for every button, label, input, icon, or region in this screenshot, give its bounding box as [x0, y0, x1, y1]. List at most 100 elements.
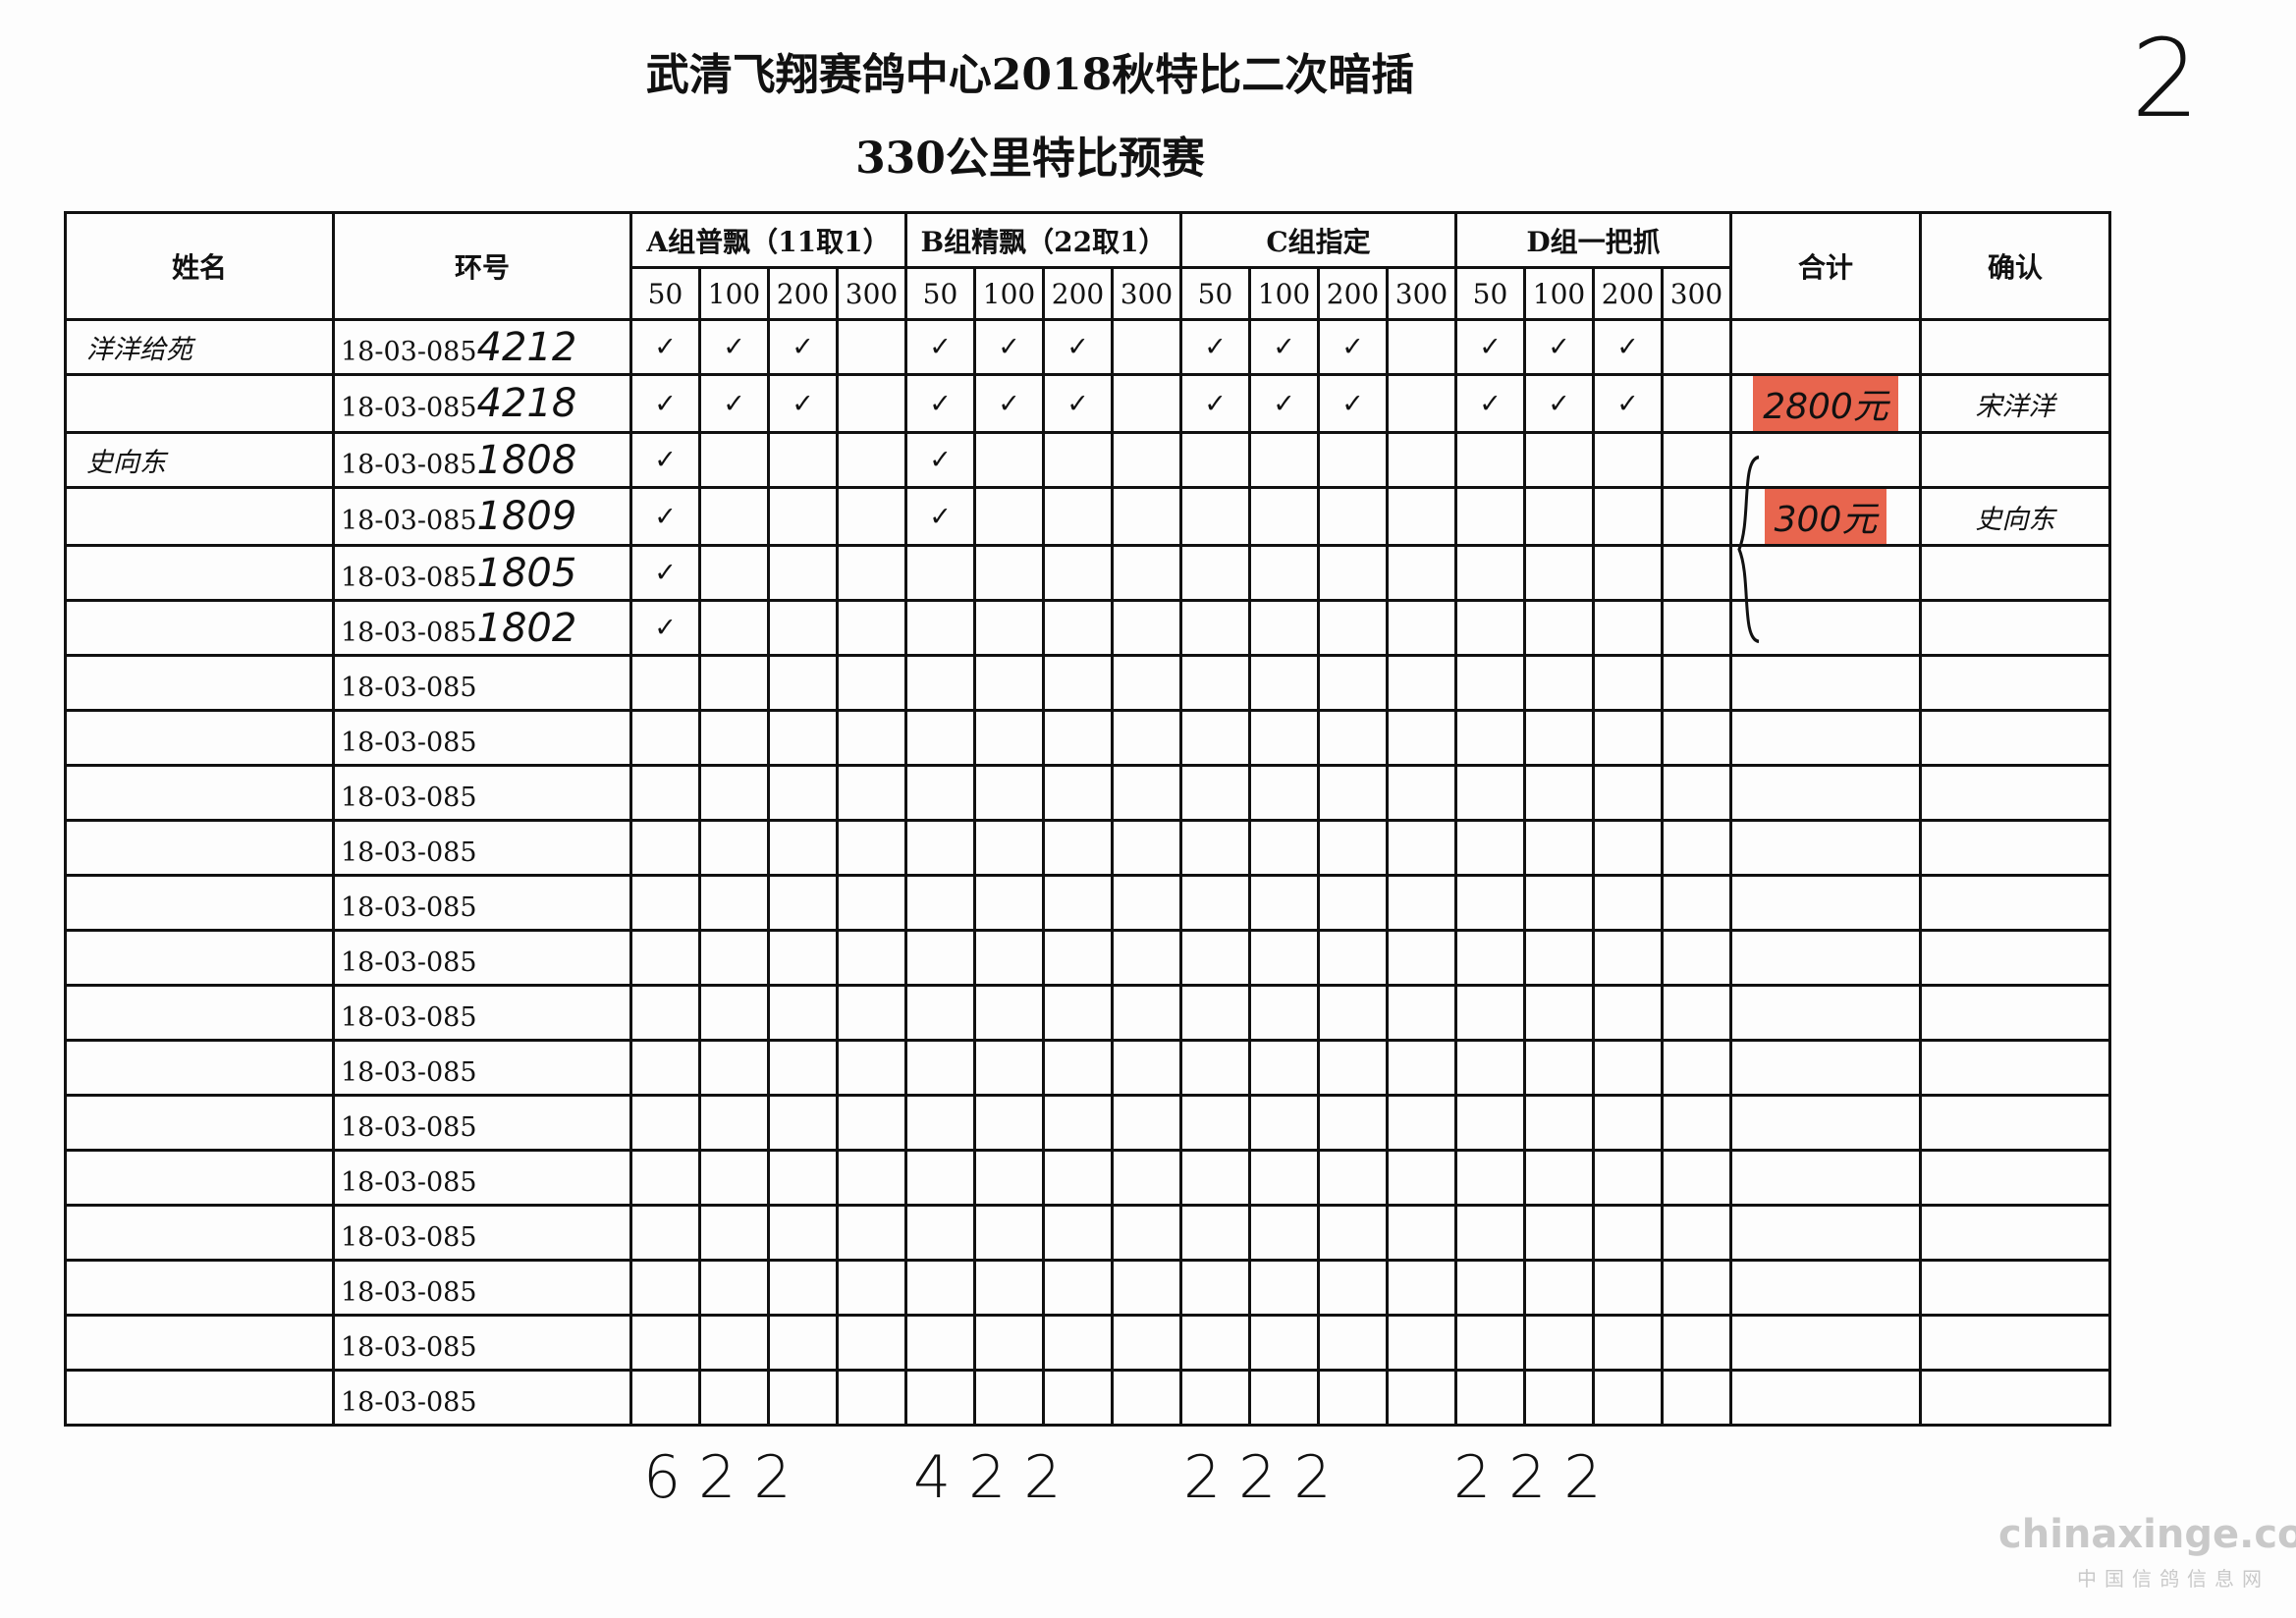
stake-cell: [1454, 599, 1526, 657]
stake-cell: [698, 1149, 770, 1207]
stake-cell: [1386, 1094, 1457, 1152]
stake-cell: [1523, 599, 1595, 657]
total-cell: [1729, 599, 1922, 657]
stake-cell: [1248, 544, 1320, 602]
stake-cell: [629, 654, 701, 712]
table-row: 18-03-085: [64, 1204, 2111, 1262]
stake-cell: [1661, 764, 1732, 822]
stake-cell: [1111, 373, 1182, 434]
stake-cell: [1042, 1149, 1114, 1207]
table-row: 18-03-0854218 ✓ ✓ ✓ ✓ ✓ ✓ ✓ ✓ ✓ ✓ ✓ ✓ 2800元 宋洋洋: [64, 373, 2111, 434]
stake-cell: [1454, 654, 1526, 712]
ring-cell: 18-03-085: [332, 874, 632, 932]
stake-cell: [1042, 874, 1114, 932]
stake-cell: [1523, 1149, 1595, 1207]
stake-cell: [1386, 874, 1457, 932]
total-cell: [1729, 1039, 1922, 1097]
table-row: 18-03-0851809 ✓ ✓ 300元 史向东: [64, 486, 2111, 547]
stake-cell: [1661, 599, 1732, 657]
stake-cell: [767, 654, 839, 712]
check-mark-icon: ✓: [1454, 318, 1526, 376]
total-cell: [1729, 544, 1922, 602]
stake-cell: [1386, 373, 1457, 434]
stake-cell: [836, 819, 907, 877]
stake-cell: [1317, 929, 1389, 987]
stake-cell: [1454, 1094, 1526, 1152]
table-row: 18-03-085: [64, 1314, 2111, 1372]
ring-suffix: 4212: [476, 324, 577, 370]
ring-prefix: 18-03-085: [341, 1276, 477, 1308]
stake-cell: [1111, 874, 1182, 932]
stake-cell: [1454, 819, 1526, 877]
name-cell: [64, 486, 335, 547]
total-cell: [1729, 929, 1922, 987]
confirm-signature: [1919, 1039, 2111, 1097]
ring-suffix: 1805: [476, 550, 577, 596]
stake-cell: [1592, 1259, 1664, 1317]
form-subtitle: 330公里特比预赛: [855, 134, 1205, 184]
name-cell: [64, 654, 335, 712]
stake-cell: [1523, 486, 1595, 547]
stake-cell: [904, 984, 976, 1042]
check-mark-icon: ✓: [629, 373, 701, 434]
confirm-signature: [1919, 1149, 2111, 1207]
confirm-signature: [1919, 1094, 2111, 1152]
ring-cell: 18-03-085: [332, 929, 632, 987]
check-mark-icon: ✓: [1592, 373, 1664, 434]
stake-cell: [973, 1314, 1045, 1372]
check-mark-icon: ✓: [629, 599, 701, 657]
stake-cell: [904, 929, 976, 987]
name-cell: [64, 874, 335, 932]
table-row: 18-03-085: [64, 874, 2111, 932]
stake-cell: [698, 874, 770, 932]
header-stake: 300: [1386, 266, 1457, 321]
stake-cell: [1248, 1094, 1320, 1152]
stake-cell: [1111, 819, 1182, 877]
stake-cell: [1248, 709, 1320, 767]
stake-cell: [1523, 431, 1595, 489]
header-stake: 200: [1042, 266, 1114, 321]
check-mark-icon: ✓: [1179, 373, 1251, 434]
name-cell: [64, 599, 335, 657]
stake-cell: [1386, 709, 1457, 767]
name-cell: [64, 984, 335, 1042]
stake-cell: [1523, 764, 1595, 822]
stake-cell: [973, 1149, 1045, 1207]
header-stake: 200: [1592, 266, 1664, 321]
confirm-signature: [1919, 318, 2111, 376]
check-mark-icon: ✓: [767, 318, 839, 376]
stake-cell: [836, 1149, 907, 1207]
check-mark-icon: ✓: [973, 373, 1045, 434]
stake-cell: [1661, 819, 1732, 877]
stake-cell: [629, 929, 701, 987]
header-stake: 50: [1454, 266, 1526, 321]
confirm-signature: [1919, 764, 2111, 822]
stake-cell: [698, 1094, 770, 1152]
table-row: 18-03-085: [64, 1259, 2111, 1317]
stake-cell: [1317, 1204, 1389, 1262]
stake-cell: [1248, 929, 1320, 987]
stake-cell: [1179, 654, 1251, 712]
ring-cell: 18-03-0851805: [332, 544, 632, 602]
stake-cell: [904, 1149, 976, 1207]
check-mark-icon: ✓: [904, 373, 976, 434]
ring-cell: 18-03-085: [332, 654, 632, 712]
stake-cell: [767, 599, 839, 657]
stake-cell: [1317, 486, 1389, 547]
stake-cell: [1179, 486, 1251, 547]
stake-cell: [1042, 486, 1114, 547]
header-stake: 300: [1111, 266, 1182, 321]
stake-cell: [698, 599, 770, 657]
stake-cell: [1179, 929, 1251, 987]
stake-cell: [1523, 709, 1595, 767]
table-row: 18-03-085: [64, 984, 2111, 1042]
stake-cell: [1661, 1314, 1732, 1372]
stake-cell: [1179, 1204, 1251, 1262]
stake-cell: [1454, 544, 1526, 602]
stake-cell: [1454, 1149, 1526, 1207]
check-mark-icon: ✓: [1454, 373, 1526, 434]
total-cell: [1729, 709, 1922, 767]
stake-cell: [1661, 318, 1732, 376]
ring-cell: 18-03-085: [332, 1204, 632, 1262]
stake-cell: [1042, 929, 1114, 987]
